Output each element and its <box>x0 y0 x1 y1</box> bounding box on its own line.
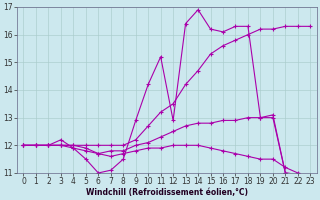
X-axis label: Windchill (Refroidissement éolien,°C): Windchill (Refroidissement éolien,°C) <box>86 188 248 197</box>
